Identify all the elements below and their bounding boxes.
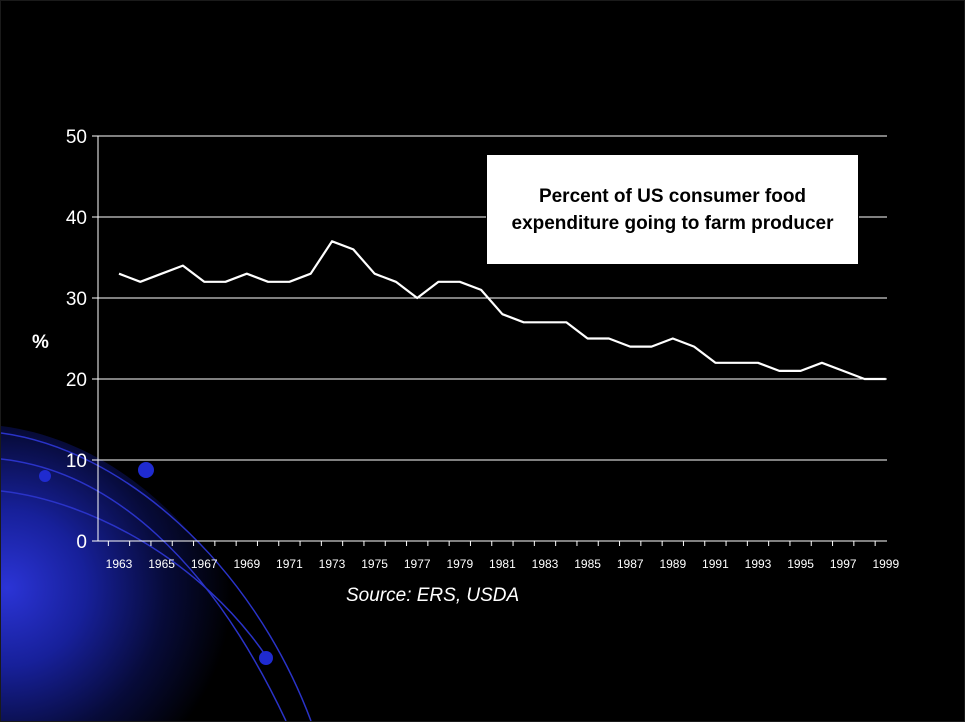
y-tick-label: 10 [66,451,87,472]
x-tick-label: 1997 [830,557,857,571]
x-tick-label: 1967 [191,557,218,571]
axis-layer [97,136,887,546]
x-tick-label: 1991 [702,557,729,571]
y-tick-label: 50 [66,127,87,148]
x-tick-label: 1989 [659,557,686,571]
x-tick-label: 1993 [745,557,772,571]
x-tick-label: 1971 [276,557,303,571]
x-tick-labels: 1963 1965 1967 1969 1971 1973 1975 1977 1979 1981… [106,557,900,571]
x-tick-label: 1999 [872,557,899,571]
x-tick-label: 1975 [361,557,388,571]
y-axis-label: % [32,332,49,353]
series-layer [118,240,886,381]
blue-glow-shape [1,426,301,721]
series-line [118,240,886,381]
decor-arc [1,458,287,721]
y-tick-label: 20 [66,370,87,391]
x-tick-label: 1979 [446,557,473,571]
chart-title: Percent of US consumer food expenditure … [511,185,834,234]
x-tick-label: 1963 [106,557,133,571]
decor-dot [138,462,154,478]
y-tick-label: 0 [76,532,87,553]
decor-arc [1,432,312,721]
grid-layer [92,135,887,542]
y-tick-label: 40 [66,208,87,229]
x-tick-label: 1983 [532,557,559,571]
x-tick-label: 1973 [319,557,346,571]
x-tick-label: 1981 [489,557,516,571]
x-tick-label: 1969 [233,557,260,571]
source-note: Source: ERS, USDA [346,585,520,606]
x-tick-label: 1987 [617,557,644,571]
x-tick-label: 1985 [574,557,601,571]
chart-title-box: Percent of US consumer food expenditure … [486,154,859,265]
decor-arc [1,490,267,657]
x-tick-label: 1977 [404,557,431,571]
y-tick-label: 30 [66,289,87,310]
x-tick-label: 1995 [787,557,814,571]
decor-dot [259,651,273,665]
x-tick-label: 1965 [148,557,175,571]
y-tick-labels: 0 10 20 30 40 50 [66,127,87,553]
decor-dot [39,470,51,482]
